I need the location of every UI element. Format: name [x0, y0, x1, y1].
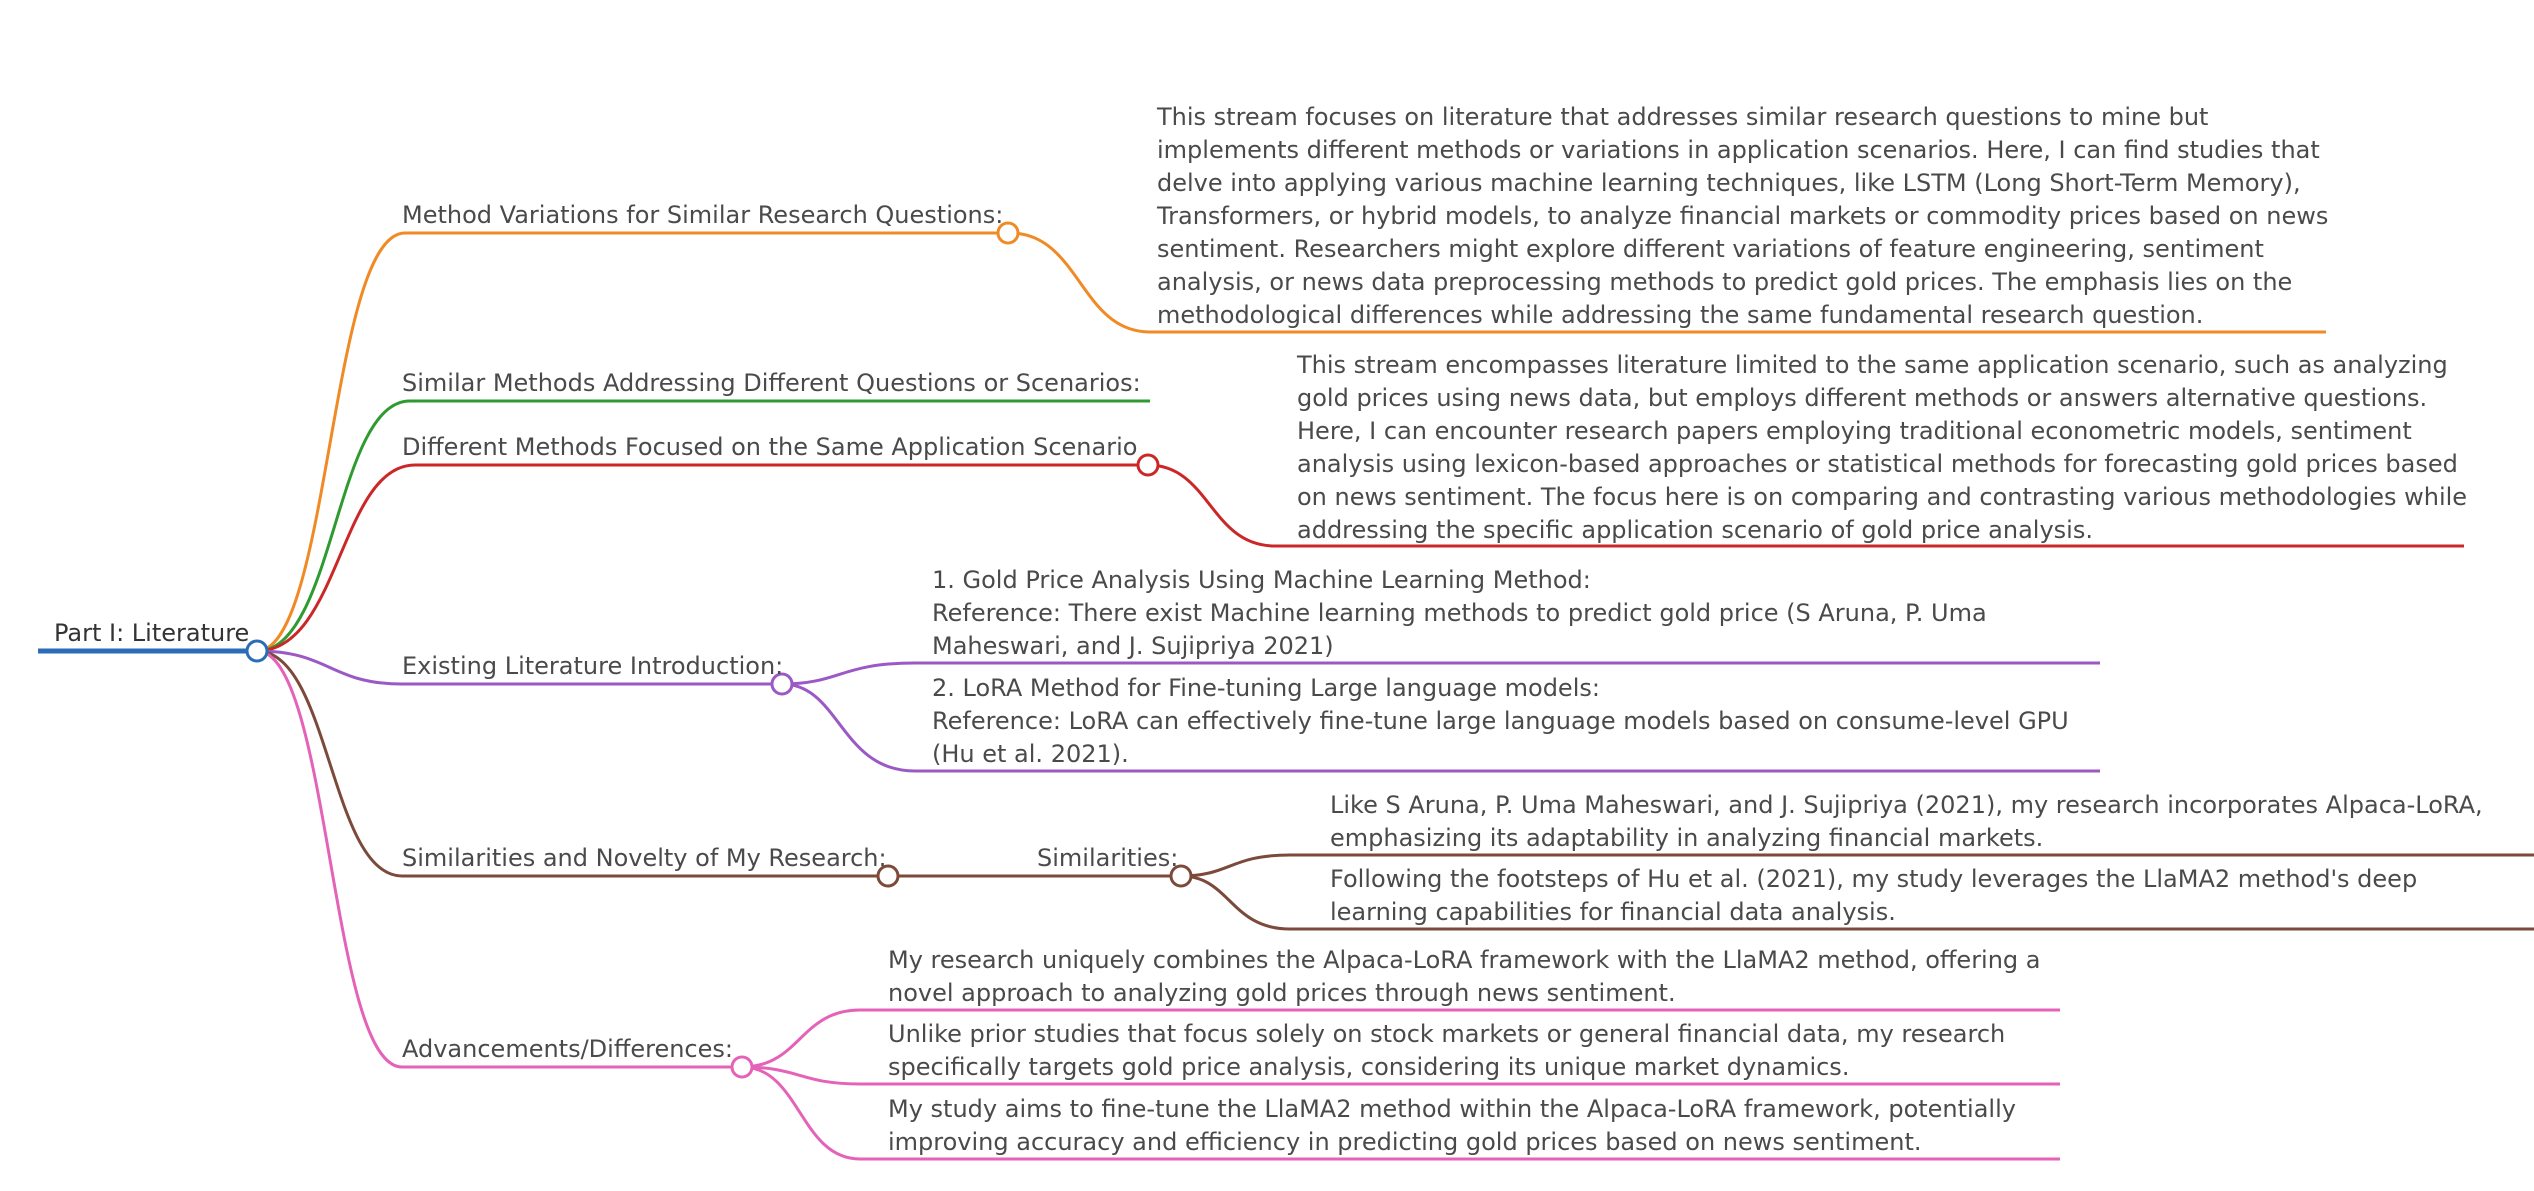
collapse-handle-advancements[interactable] [730, 1055, 754, 1079]
leaf-similarities-2[interactable]: Following the footsteps of Hu et al. (20… [1330, 865, 2418, 926]
collapse-handle-different-methods[interactable] [1136, 453, 1160, 477]
leaf-method-variations[interactable]: This stream focuses on literature that a… [1157, 103, 2329, 329]
branch-connector-different-methods [256, 463, 1148, 653]
branch-connector-advancements [256, 649, 742, 1069]
leaf-advancements-1[interactable]: My research uniquely combines the Alpaca… [888, 946, 2041, 1007]
leaf-connector-existing-1 [781, 661, 2100, 686]
leaf-connector-advancements-2 [741, 1065, 2060, 1086]
leaf-different-methods[interactable]: This stream encompasses literature limit… [1297, 351, 2468, 544]
root-topic[interactable]: Part I: Literature [54, 619, 250, 647]
subtopic-similarities[interactable]: Similarities: [1037, 844, 1179, 872]
leaf-connector-similarities-1 [1180, 853, 2534, 878]
branch-connector-method-variations [256, 231, 1010, 653]
leaf-advancements-3[interactable]: My study aims to fine-tune the LlaMA2 me… [888, 1095, 2016, 1156]
topic-existing-literature[interactable]: Existing Literature Introduction: [402, 652, 784, 680]
leaf-connector-existing-2 [781, 682, 2100, 773]
leaf-existing-literature-2[interactable]: 2. LoRA Method for Fine-tuning Large lan… [932, 674, 2069, 768]
leaf-existing-literature-1[interactable]: 1. Gold Price Analysis Using Machine Lea… [932, 566, 1987, 660]
branch-connector-similar-methods [256, 399, 1150, 653]
branch-connector-existing-literature [256, 649, 782, 686]
leaf-similarities-1[interactable]: Like S Aruna, P. Uma Maheswari, and J. S… [1330, 791, 2483, 852]
collapse-handle-existing-literature[interactable] [770, 672, 794, 696]
collapse-handle-method-variations[interactable] [996, 221, 1020, 245]
branch-connector-similarities-novelty [256, 649, 888, 878]
topic-method-variations[interactable]: Method Variations for Similar Research Q… [402, 201, 1004, 229]
leaf-connector-advancements-3 [741, 1065, 2060, 1161]
topic-advancements[interactable]: Advancements/Differences: [402, 1035, 733, 1063]
collapse-handle-similarities-novelty[interactable] [876, 864, 900, 888]
collapse-handle-similarities[interactable] [1169, 864, 1193, 888]
leaf-connector-method-variations [1009, 231, 2326, 334]
leaf-connector-similarities-2 [1180, 874, 2534, 931]
topic-similar-methods[interactable]: Similar Methods Addressing Different Que… [402, 369, 1141, 397]
topic-different-methods[interactable]: Different Methods Focused on the Same Ap… [402, 433, 1138, 461]
leaf-connector-advancements-1 [741, 1008, 2060, 1069]
topic-similarities-novelty[interactable]: Similarities and Novelty of My Research: [402, 844, 887, 872]
leaf-advancements-2[interactable]: Unlike prior studies that focus solely o… [888, 1020, 2006, 1081]
leaf-connector-different-methods [1147, 463, 2464, 548]
root-collapse-handle[interactable] [245, 639, 269, 663]
